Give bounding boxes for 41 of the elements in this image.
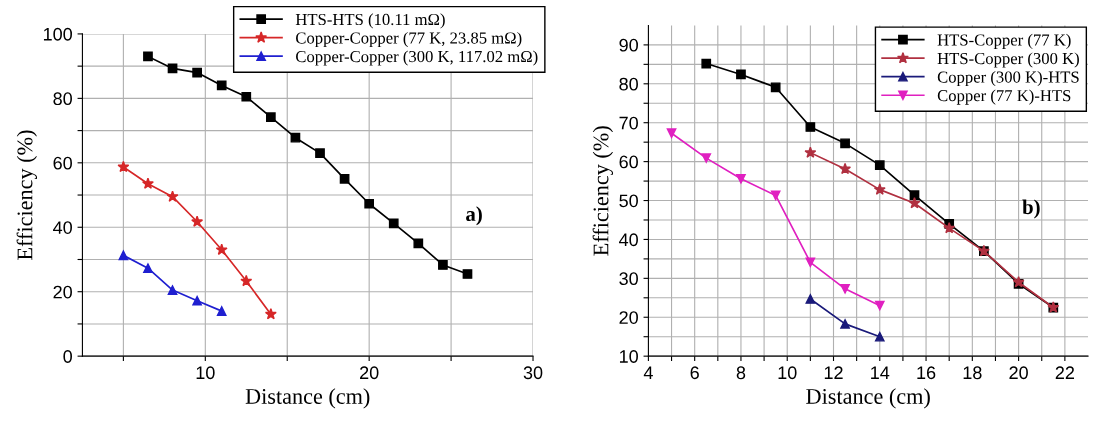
annotation: a) — [466, 206, 482, 226]
y-tick-label: 40 — [619, 233, 638, 247]
y-tick-label: 40 — [53, 221, 72, 234]
y-tick-label: 30 — [619, 272, 638, 286]
x-tick-label: 22 — [1055, 366, 1075, 379]
y-tick-label: 90 — [619, 38, 638, 52]
y-tick-label: 50 — [619, 194, 638, 208]
legend-label: Copper (300 K)-HTS — [937, 70, 1079, 87]
x-axis-title: Distance (cm) — [806, 388, 930, 409]
y-tick-label: 60 — [53, 156, 72, 170]
y-axis-title: Efficiency (%) — [592, 126, 614, 256]
x-tick-label: 30 — [523, 366, 543, 380]
x-tick-label: 20 — [360, 366, 379, 380]
x-tick-label: 10 — [196, 366, 215, 380]
y-tick-label: 20 — [619, 311, 638, 324]
y-tick-label: 70 — [619, 116, 638, 130]
legend-label: HTS-Copper (77 K) — [937, 33, 1071, 49]
legend-label: Copper-Copper (300 K, 117.02 mΩ) — [296, 50, 538, 66]
annotation: b) — [1022, 199, 1040, 219]
y-tick-label: 0 — [63, 350, 72, 363]
y-tick-label: 100 — [43, 27, 72, 41]
y-tick-label: 80 — [53, 92, 72, 106]
x-tick-label: 8 — [736, 366, 746, 380]
legend-label: Copper (77 K)-HTS — [937, 89, 1071, 105]
x-tick-label: 10 — [778, 366, 797, 380]
legend-label: HTS-HTS (10.11 mΩ) — [295, 13, 445, 29]
legend-label: HTS-Copper (300 K) — [937, 52, 1079, 68]
x-tick-label: 14 — [871, 366, 890, 379]
y-tick-label: 80 — [619, 77, 638, 91]
y-tick-label: 20 — [53, 285, 72, 299]
legend-label: Copper-Copper (77 K, 23.85 mΩ) — [296, 31, 522, 48]
x-tick-label: 16 — [917, 366, 936, 380]
y-tick-label: 60 — [619, 155, 638, 169]
x-tick-label: 20 — [1009, 366, 1028, 380]
y-tick-label: 10 — [619, 350, 638, 363]
x-tick-label: 18 — [963, 366, 982, 380]
x-tick-label: 12 — [824, 366, 843, 379]
x-tick-label: 6 — [690, 366, 699, 380]
x-tick-label: 4 — [643, 366, 653, 379]
y-axis-title: Efficiency (%) — [16, 130, 38, 260]
x-axis-title: Distance (cm) — [245, 388, 370, 409]
